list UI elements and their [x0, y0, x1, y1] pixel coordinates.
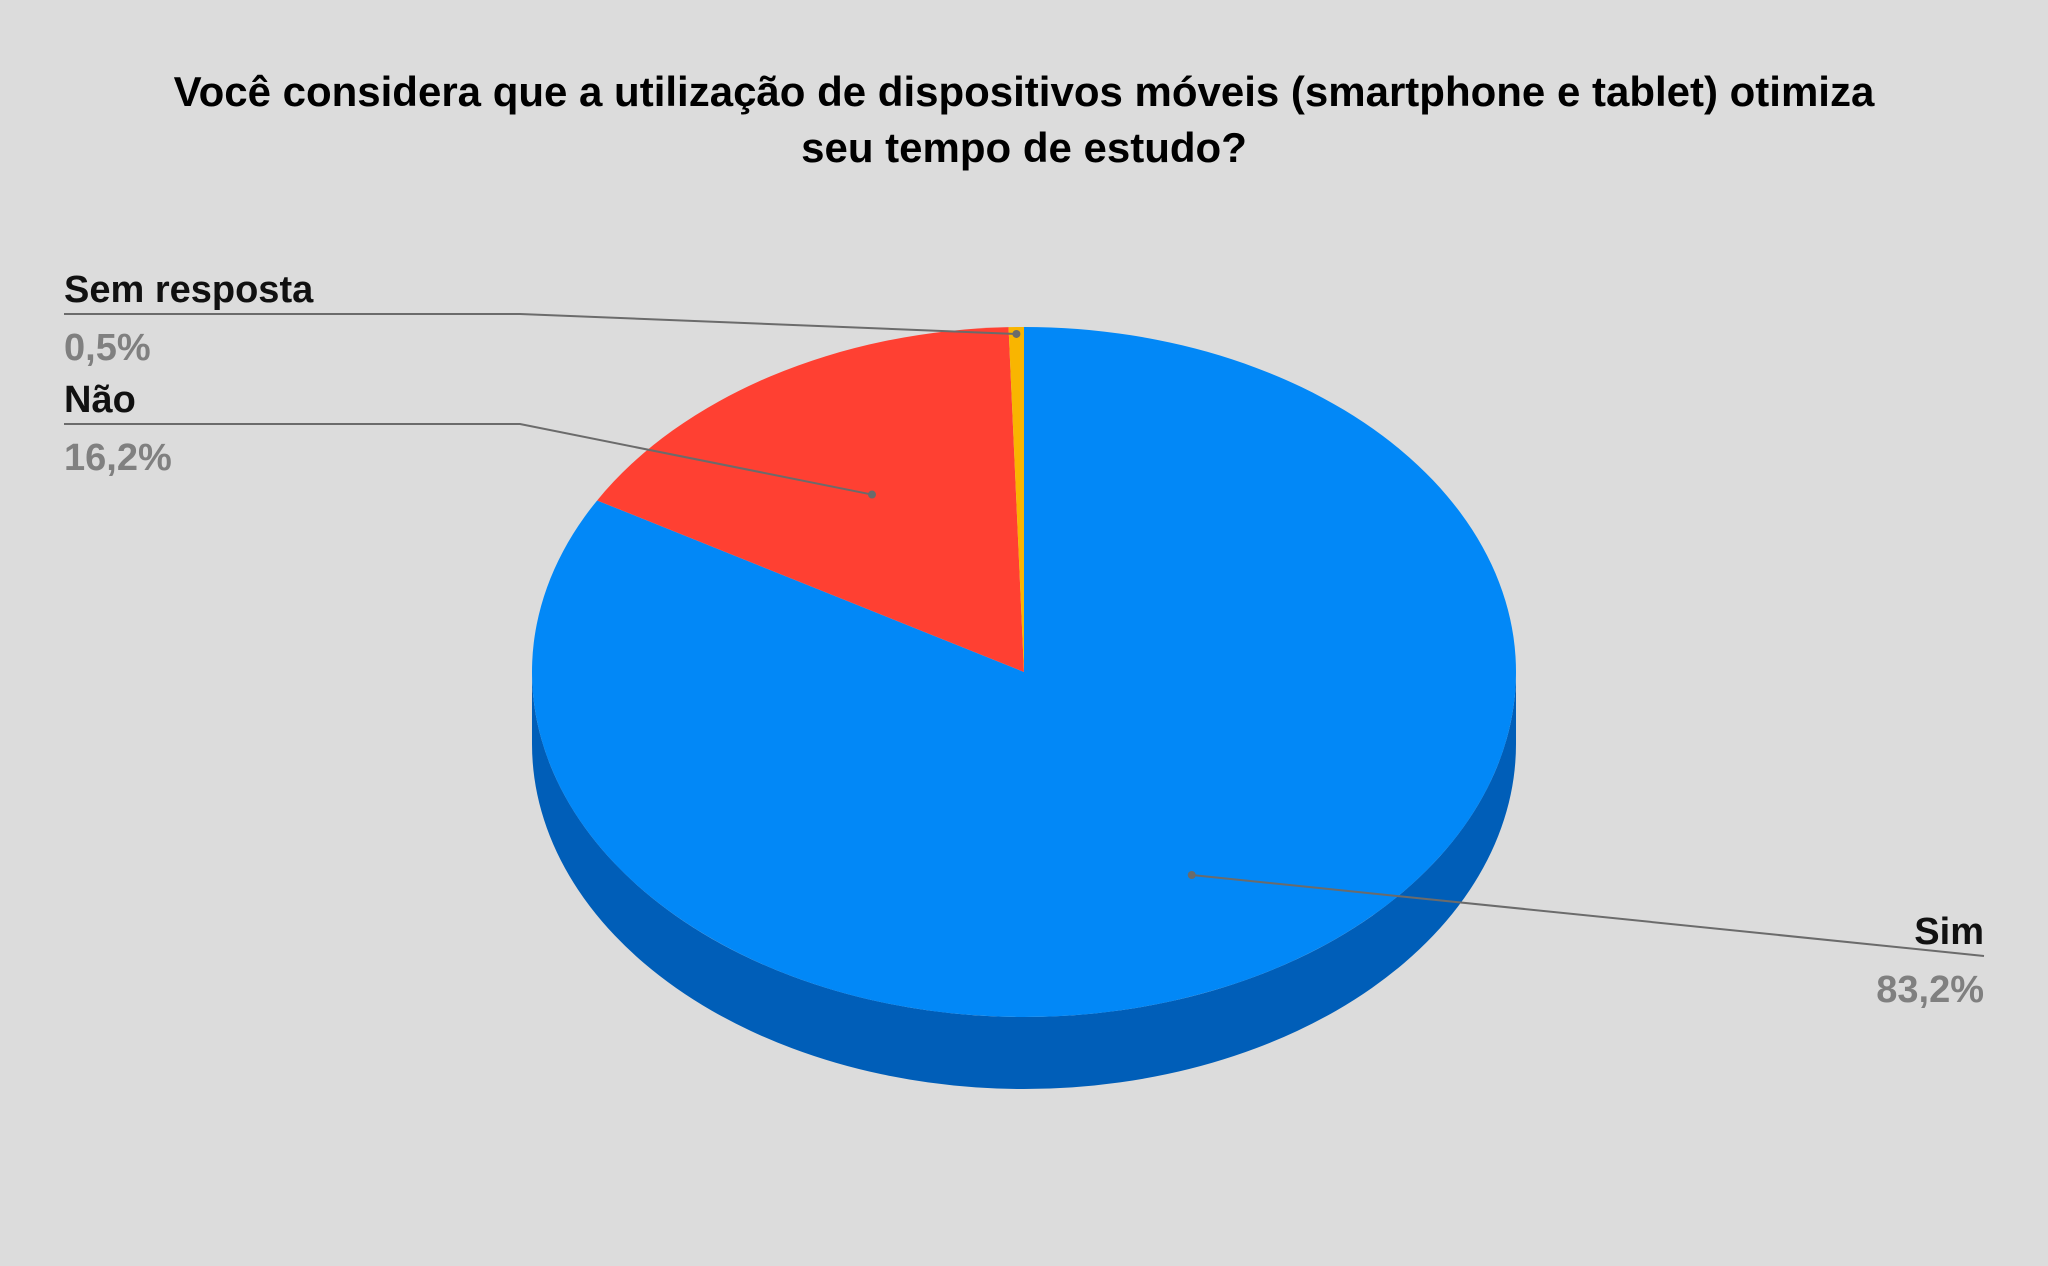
slice-label-nao: Não	[64, 379, 136, 421]
pie-slice-sim	[531, 327, 1516, 1018]
chart-title-line-2: seu tempo de estudo?	[801, 124, 1247, 171]
pie-tops	[531, 327, 1516, 1018]
pie-labels: Sim 83,2% Não 16,2% Sem resposta 0,5%	[64, 269, 1985, 1011]
chart-title-line-1: Você considera que a utilização de dispo…	[173, 68, 1875, 115]
callout-line-nao	[64, 423, 873, 496]
callout-line-sem-resposta	[64, 313, 1017, 335]
callout-dot-nao	[868, 490, 877, 499]
pie-slice-sem-resposta	[1008, 327, 1024, 672]
callout-dot-sim	[1187, 870, 1196, 879]
slice-label-sem-resposta: Sem resposta	[64, 269, 314, 311]
pie-side-sim	[532, 672, 1516, 1089]
pie-slice-nao	[597, 327, 1024, 672]
pie-sides	[532, 672, 1516, 1089]
slice-value-nao: 16,2%	[64, 437, 172, 479]
slice-label-sim: Sim	[1914, 911, 1984, 953]
slice-value-sem-resposta: 0,5%	[64, 327, 151, 369]
callout-dot-sem-resposta	[1012, 329, 1021, 338]
chart-title: Você considera que a utilização de dispo…	[0, 64, 2048, 176]
callout-line-sim	[1191, 873, 1985, 957]
slice-value-sim: 83,2%	[1876, 969, 1984, 1011]
